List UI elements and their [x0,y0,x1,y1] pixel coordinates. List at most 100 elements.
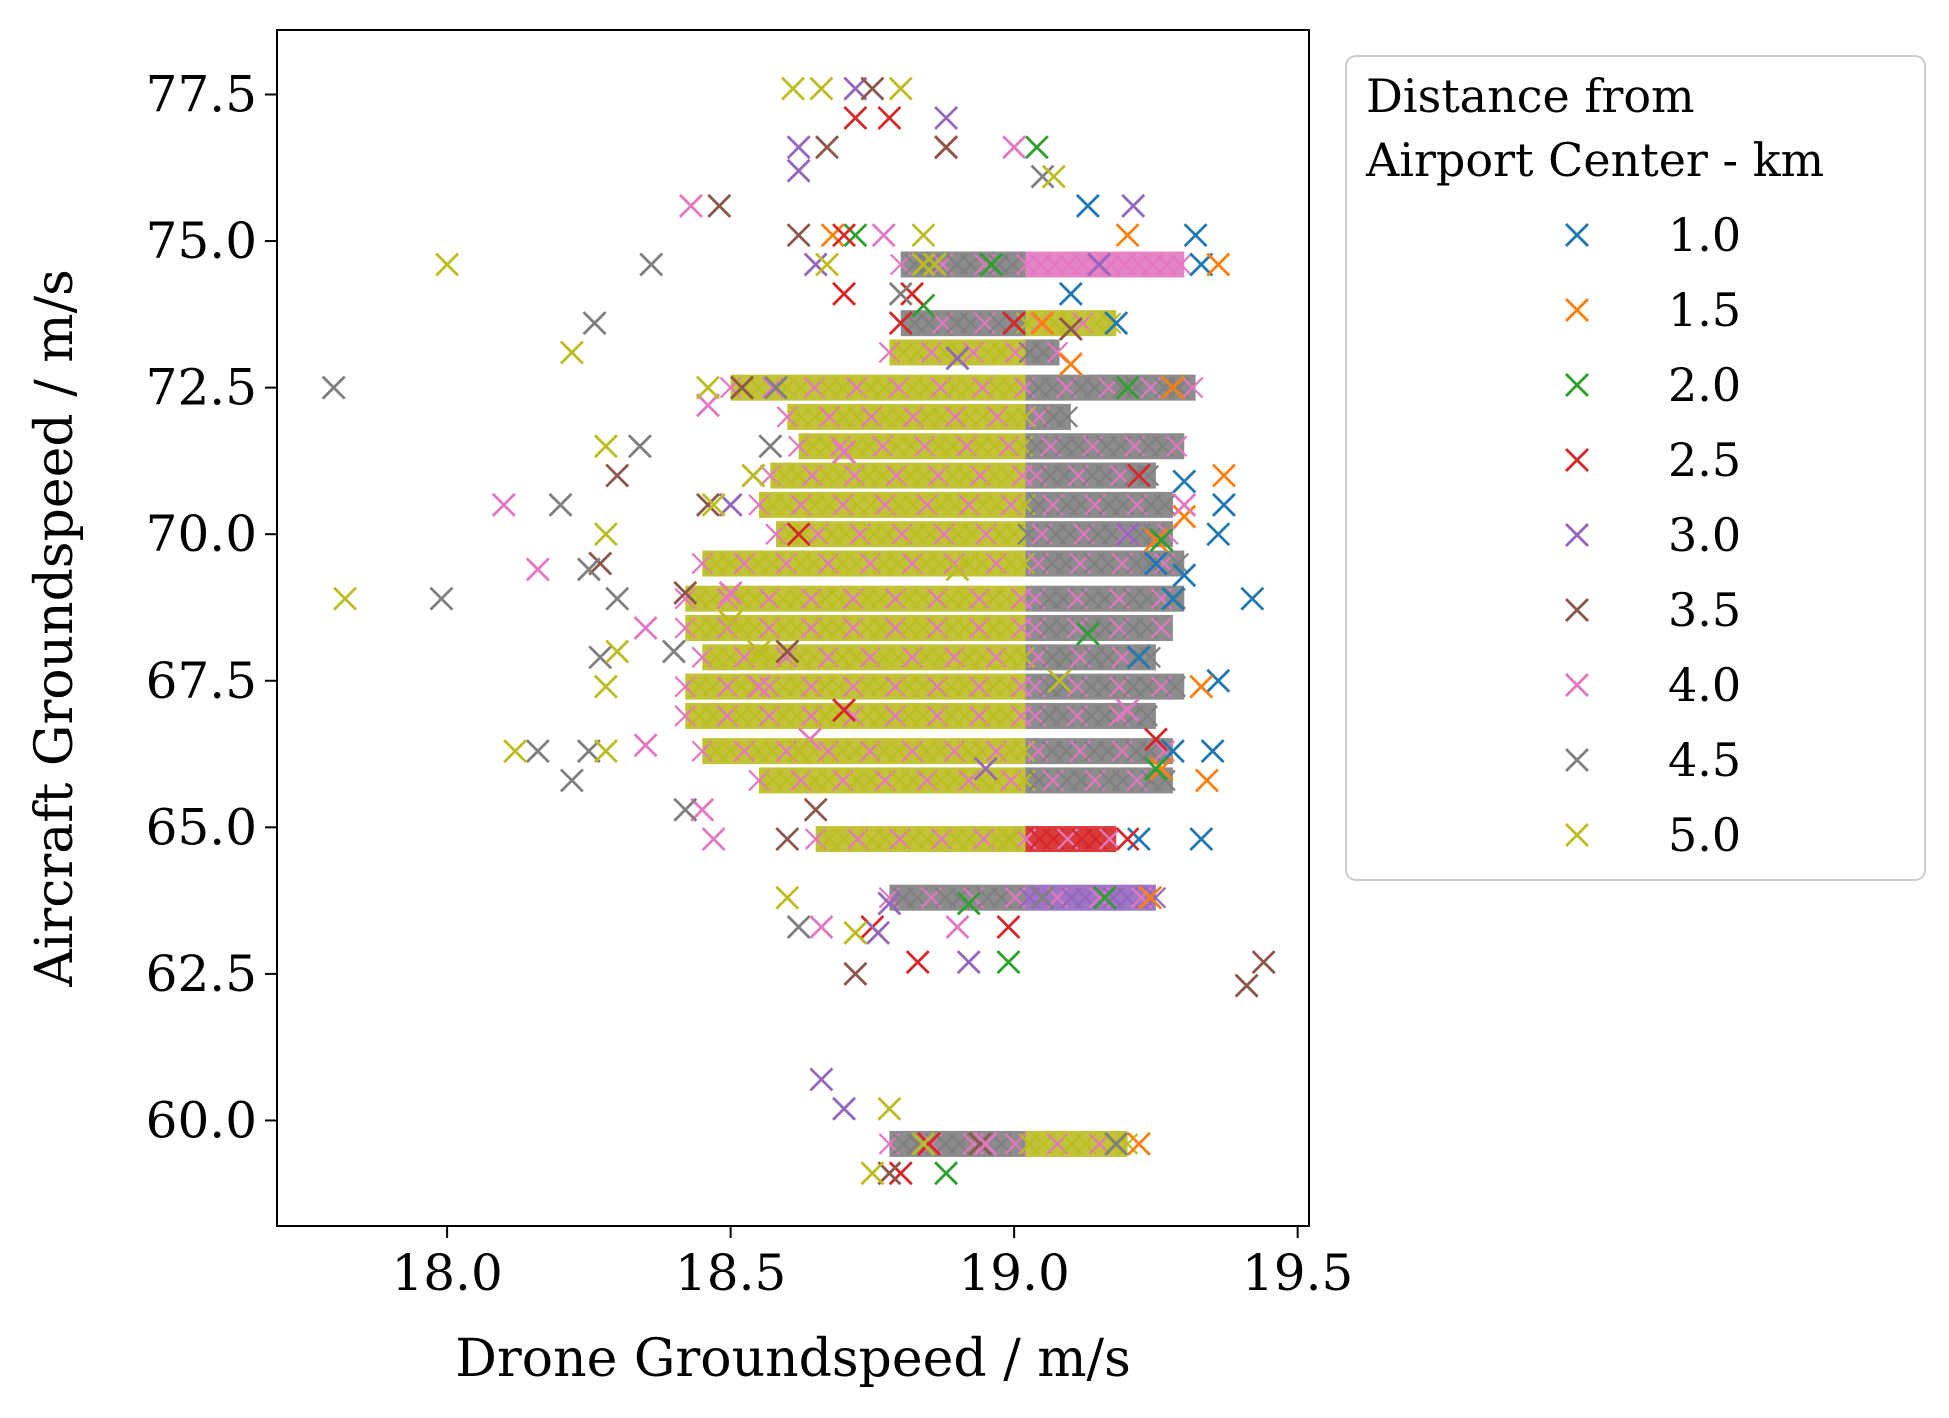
scatter-point [832,281,857,306]
scatter-point [588,551,613,576]
scatter-point [934,135,959,160]
band-marker [1169,253,1192,276]
scatter-point [786,915,811,939]
scatter-point [1115,223,1140,248]
scatter-point [877,105,902,130]
scatter-point [888,1161,913,1186]
scatter-point [1183,223,1208,248]
scatter-point [1126,463,1151,488]
scatter-point [843,105,868,130]
scatter-point [1160,586,1185,611]
scatter-point [956,891,981,916]
scatter-point [1002,311,1027,336]
scatter-point [593,522,618,547]
scatter-point [1149,756,1174,781]
scatter-point [1143,756,1168,781]
scatter-point [559,768,584,793]
scatter-point [956,950,981,975]
scatter-point [905,950,930,975]
scatter-point [815,252,840,277]
scatter-point [877,891,902,916]
scatter-point [707,193,732,218]
dense-band-left [758,767,1026,794]
scatter-point [945,915,970,939]
y-tick-label: 65.0 [146,798,257,856]
band-marker [1154,494,1176,516]
scatter-point [1138,885,1163,910]
scatter-point [1092,885,1117,910]
scatter-point [1143,528,1168,553]
band-marker [1137,464,1160,487]
legend-entry-label: 5.0 [1668,808,1741,862]
scatter-point [922,252,947,277]
dense-band-left [758,491,1026,518]
legend-entry-label: 1.5 [1668,283,1741,337]
scatter-point [525,739,550,764]
scatter-point [934,1161,959,1186]
scatter-point [996,827,1021,852]
legend: Distance from Airport Center - km 1.0 1.5… [1345,55,1926,881]
scatter-point [633,733,658,758]
scatter-point [673,797,698,822]
scatter-point [678,193,703,218]
scatter-markers [321,76,1276,1186]
y-tick-label: 60.0 [146,1091,257,1149]
scatter-point [1104,1131,1129,1156]
scatter-point [843,76,868,101]
scatter-point [1030,311,1055,336]
y-tick-label: 67.5 [146,652,257,710]
scatter-point [996,915,1021,939]
scatter-point [775,827,800,852]
legend-entry-label: 3.5 [1668,583,1741,637]
scatter-point [945,557,970,582]
scatter-point [1240,586,1265,611]
scatter-point [718,610,743,635]
scatter-point [729,375,754,400]
scatter-point [1058,281,1083,306]
scatter-point [1234,973,1259,998]
scatter-point [820,223,845,248]
scatter-point [1189,674,1214,699]
scatter-point [333,586,358,611]
scatter-point [832,223,857,248]
scatter-point [1211,492,1236,517]
band-marker [1098,828,1121,850]
scatter-point [1041,164,1066,189]
scatter-point [1047,668,1072,693]
scatter-point [888,281,913,306]
scatter-point [1030,164,1055,189]
scatter-point [832,440,857,465]
scatter-point [832,1096,857,1121]
scatter-point [1024,135,1049,160]
scatter-point [1189,827,1214,852]
scatter-point [435,252,460,277]
scatter-point [639,252,664,277]
scatter-point [1211,463,1236,488]
scatter-point [1200,739,1225,764]
legend-box [1345,55,1926,881]
band-marker [1164,587,1187,610]
scatter-point [786,135,811,160]
x-tick-label: 19.5 [1242,1244,1353,1302]
scatter-point [900,281,925,306]
scatter-point [786,522,811,547]
scatter-point [888,76,913,101]
scatter-point [815,135,840,160]
legend-marker [1565,223,1589,247]
scatter-point [605,639,630,664]
band-marker [1144,886,1167,909]
legend-marker [1565,673,1589,697]
legend-entry-label: 4.5 [1668,733,1741,787]
scatter-point [1194,768,1219,793]
y-axis-label: Aircraft Groundspeed / m/s [25,269,85,988]
scatter-point [746,674,771,699]
scatter-point [1172,563,1197,588]
scatter-point [525,557,550,582]
scatter-point [582,311,607,336]
scatter-point [843,223,868,248]
scatter-point [1104,311,1129,336]
scatter-point [1058,317,1083,341]
band-marker [1099,312,1122,334]
scatter-point [746,639,771,664]
band-marker [1181,376,1204,399]
